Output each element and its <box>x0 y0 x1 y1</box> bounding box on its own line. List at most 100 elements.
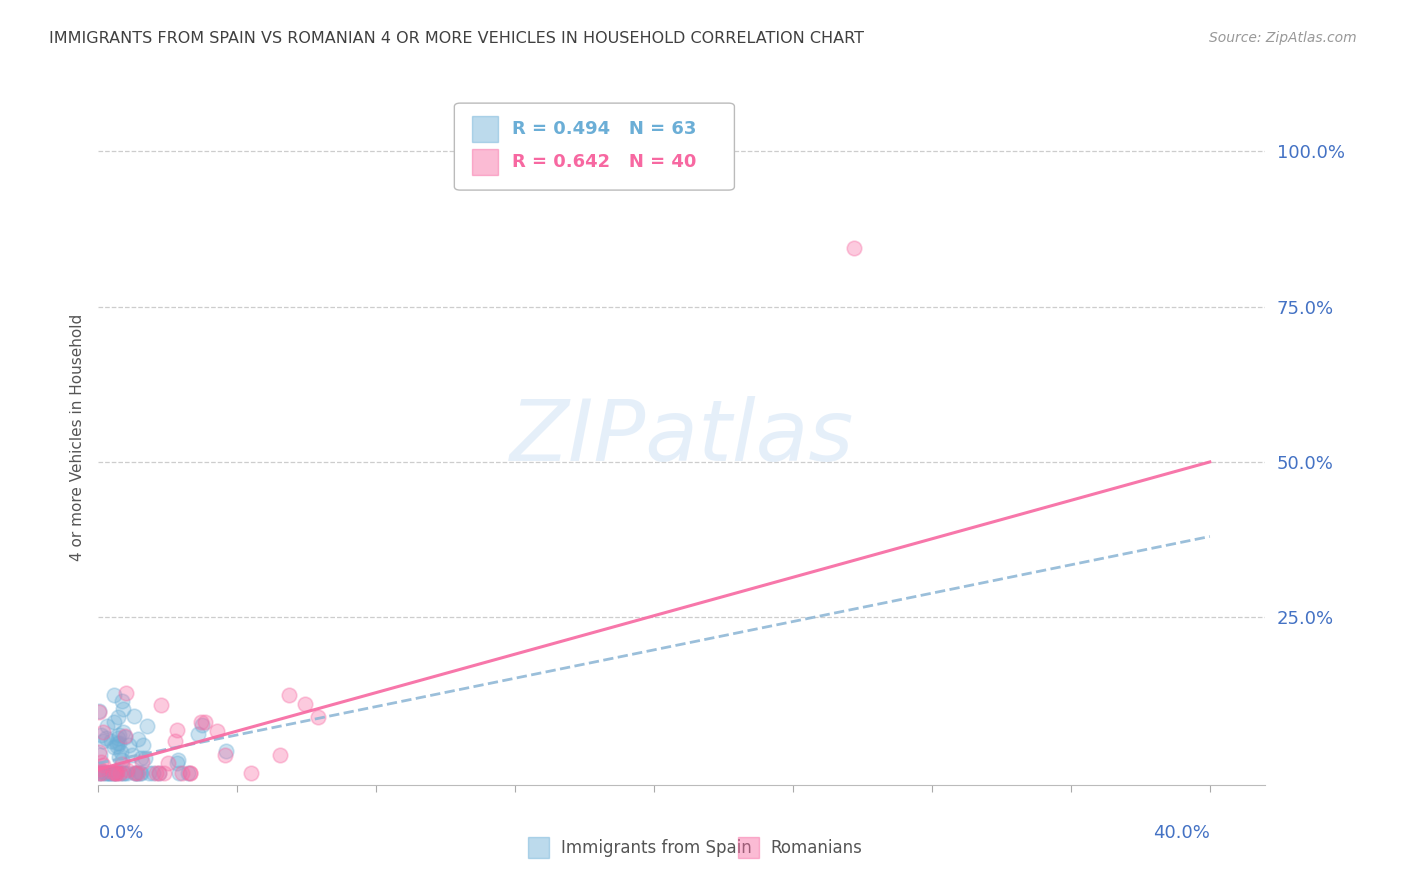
Point <box>112 702 135 716</box>
Point <box>294 697 316 711</box>
Text: R = 0.642   N = 40: R = 0.642 N = 40 <box>512 153 696 171</box>
Point <box>89 765 111 780</box>
FancyBboxPatch shape <box>472 116 498 142</box>
Point <box>187 727 209 741</box>
Point <box>157 756 180 770</box>
Point <box>89 744 111 758</box>
Point <box>179 765 201 780</box>
Point <box>100 734 122 748</box>
Point <box>112 725 135 739</box>
Point <box>142 765 165 780</box>
Point <box>115 765 138 780</box>
Text: R = 0.494   N = 63: R = 0.494 N = 63 <box>512 120 696 138</box>
Point <box>127 765 149 780</box>
Point <box>112 765 135 780</box>
Point <box>91 733 114 747</box>
FancyBboxPatch shape <box>454 103 734 190</box>
Point <box>96 731 118 746</box>
Point <box>90 755 112 769</box>
Point <box>108 765 131 780</box>
Point <box>90 728 112 742</box>
Point <box>107 710 129 724</box>
Point <box>191 718 214 732</box>
Point <box>214 743 236 757</box>
Point <box>307 710 329 724</box>
Point <box>108 736 131 750</box>
Point <box>98 765 121 780</box>
Point <box>108 728 131 742</box>
Point <box>96 719 118 733</box>
Point <box>105 764 128 779</box>
Point <box>136 719 159 733</box>
Point <box>129 765 152 780</box>
Point <box>91 758 114 772</box>
Y-axis label: 4 or more Vehicles in Household: 4 or more Vehicles in Household <box>69 313 84 561</box>
Text: IMMIGRANTS FROM SPAIN VS ROMANIAN 4 OR MORE VEHICLES IN HOUSEHOLD CORRELATION CH: IMMIGRANTS FROM SPAIN VS ROMANIAN 4 OR M… <box>49 31 865 46</box>
Point <box>98 765 121 780</box>
Point <box>122 709 145 723</box>
Point <box>207 724 229 739</box>
Point <box>240 765 263 780</box>
Point <box>110 694 132 708</box>
Point <box>97 765 120 780</box>
Point <box>115 763 138 777</box>
Point <box>166 756 188 770</box>
Text: ZIPatlas: ZIPatlas <box>510 395 853 479</box>
Point <box>110 745 132 759</box>
Point <box>127 731 149 746</box>
Point <box>132 738 155 752</box>
Text: Romanians: Romanians <box>770 838 862 856</box>
Point <box>131 755 153 769</box>
Point <box>121 748 143 763</box>
Point <box>105 736 128 750</box>
Point <box>129 751 152 765</box>
Point <box>125 765 148 780</box>
Point <box>105 765 128 780</box>
Point <box>150 698 173 712</box>
Point <box>107 731 129 745</box>
Point <box>214 748 236 763</box>
Point <box>194 715 217 730</box>
Text: 40.0%: 40.0% <box>1153 824 1209 842</box>
Point <box>114 685 136 699</box>
Point <box>190 715 212 730</box>
Point <box>167 753 190 767</box>
Point <box>90 764 112 779</box>
Point <box>89 704 111 718</box>
Point <box>103 714 125 729</box>
Point <box>152 765 174 780</box>
Point <box>148 765 170 780</box>
Point <box>89 705 111 719</box>
Point <box>134 750 156 764</box>
Point <box>94 765 117 780</box>
FancyBboxPatch shape <box>472 149 498 176</box>
Point <box>101 765 124 780</box>
Point <box>167 765 190 780</box>
Point <box>125 765 148 780</box>
Point <box>138 765 160 780</box>
Point <box>107 750 129 764</box>
Point <box>105 739 128 754</box>
Point <box>166 723 188 737</box>
Point <box>148 765 170 780</box>
Point <box>118 738 141 752</box>
Point <box>104 765 127 780</box>
Point <box>172 765 194 780</box>
Point <box>103 765 125 780</box>
Point <box>124 765 146 780</box>
Point <box>91 765 114 780</box>
FancyBboxPatch shape <box>738 837 759 858</box>
Point <box>145 765 167 780</box>
Point <box>90 764 112 779</box>
Point <box>128 765 150 780</box>
Text: Source: ZipAtlas.com: Source: ZipAtlas.com <box>1209 31 1357 45</box>
Point <box>91 724 114 739</box>
Point <box>111 757 134 772</box>
Point <box>176 765 198 780</box>
Text: 0.0%: 0.0% <box>98 824 143 842</box>
Point <box>844 241 866 255</box>
Point <box>89 765 111 780</box>
Point <box>179 765 201 780</box>
Text: Immigrants from Spain: Immigrants from Spain <box>561 838 751 856</box>
Point <box>269 748 291 763</box>
